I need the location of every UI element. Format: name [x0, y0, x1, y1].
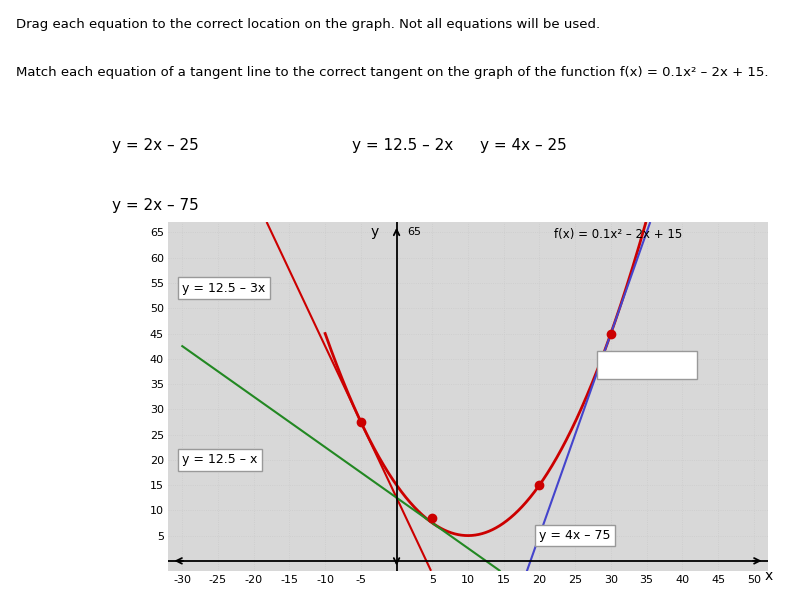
Text: y = 12.5 – x: y = 12.5 – x: [182, 453, 258, 466]
Text: y = 12.5 – 2x: y = 12.5 – 2x: [352, 138, 454, 153]
Text: x: x: [765, 569, 773, 583]
Text: y = 2x – 75: y = 2x – 75: [112, 198, 198, 213]
Text: Match each equation of a tangent line to the correct tangent on the graph of the: Match each equation of a tangent line to…: [16, 66, 769, 79]
Text: 65: 65: [407, 227, 422, 237]
Text: f(x) = 0.1x² – 2x + 15: f(x) = 0.1x² – 2x + 15: [554, 228, 682, 240]
Text: y = 2x – 25: y = 2x – 25: [112, 138, 198, 153]
Text: y: y: [370, 225, 378, 239]
Text: y = 4x – 25: y = 4x – 25: [480, 138, 566, 153]
Bar: [597, 351, 697, 379]
Text: y = 12.5 – 3x: y = 12.5 – 3x: [182, 281, 266, 294]
Text: Drag each equation to the correct location on the graph. Not all equations will : Drag each equation to the correct locati…: [16, 18, 600, 31]
Text: y = 4x – 75: y = 4x – 75: [539, 529, 611, 542]
